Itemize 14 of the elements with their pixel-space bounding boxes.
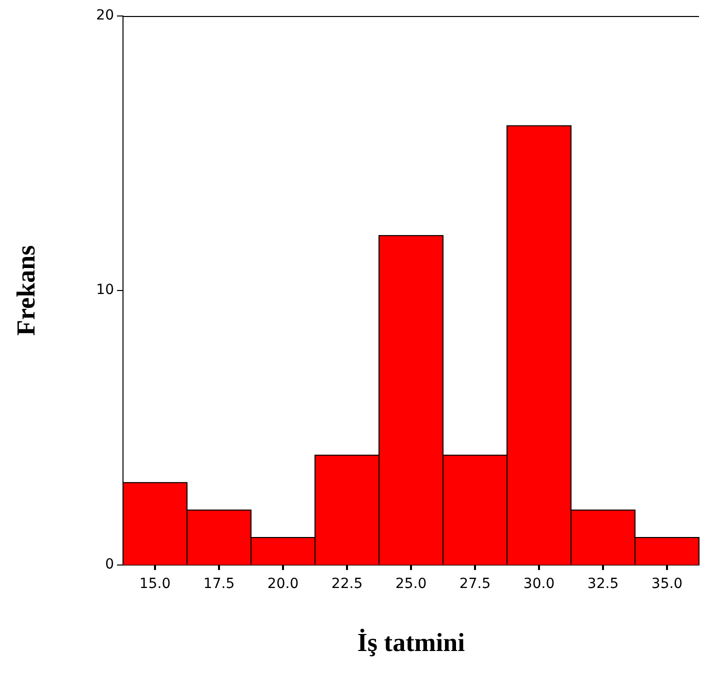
x-tick-label: 15.0 — [139, 576, 171, 592]
y-tick-label: 10 — [96, 282, 114, 298]
x-axis-title: İş tatmini — [357, 628, 465, 658]
x-tick-label: 30.0 — [523, 576, 555, 592]
x-tick-label: 25.0 — [395, 576, 427, 592]
y-axis-title: Frekans — [11, 245, 40, 336]
y-tick-label: 20 — [96, 8, 114, 24]
x-tick-label: 17.5 — [203, 576, 235, 592]
x-tick-label: 22.5 — [331, 576, 363, 592]
x-tick-label: 20.0 — [267, 576, 299, 592]
y-tick-label: 0 — [105, 556, 114, 573]
x-tick-label: 32.5 — [587, 576, 619, 592]
x-tick-label: 35.0 — [651, 576, 683, 592]
x-tick-label: 27.5 — [459, 576, 491, 592]
